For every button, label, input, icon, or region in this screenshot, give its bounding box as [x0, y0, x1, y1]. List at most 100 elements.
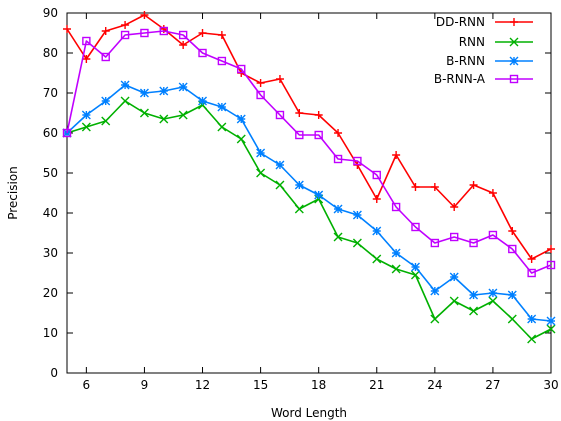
series-b-rnn-a — [62, 26, 556, 278]
data-point — [334, 129, 343, 137]
x-tick-label: 18 — [311, 378, 326, 392]
data-point — [101, 96, 111, 106]
data-point — [372, 195, 381, 203]
y-tick-label: 20 — [43, 286, 58, 300]
data-point — [275, 180, 285, 190]
y-tick-label: 40 — [43, 206, 58, 220]
x-tick-label: 6 — [83, 378, 91, 392]
data-point — [159, 114, 169, 124]
data-point — [546, 324, 556, 334]
data-point — [411, 222, 420, 232]
legend-label: DD-RNN — [436, 15, 485, 29]
data-point — [450, 232, 459, 242]
data-point — [352, 210, 362, 220]
series-line — [66, 84, 552, 322]
data-point — [217, 31, 226, 39]
x-tick-label: 21 — [369, 378, 384, 392]
x-tick-label: 15 — [253, 378, 268, 392]
data-point — [295, 109, 304, 117]
data-point — [430, 286, 440, 296]
data-point — [275, 160, 285, 170]
x-tick-label: 12 — [195, 378, 210, 392]
series-b-rnn — [62, 80, 556, 326]
data-point — [121, 21, 130, 29]
x-axis-label: Word Length — [271, 406, 347, 420]
data-point — [256, 168, 266, 178]
data-point — [295, 130, 304, 140]
data-point — [392, 151, 401, 159]
data-point — [508, 244, 517, 254]
data-point — [82, 36, 91, 46]
data-point — [469, 306, 479, 316]
data-point — [81, 110, 91, 120]
x-tick-label: 30 — [543, 378, 558, 392]
data-point — [198, 96, 208, 106]
data-point — [198, 29, 207, 37]
data-point — [63, 25, 71, 33]
data-point — [527, 314, 537, 324]
data-point — [372, 226, 382, 236]
data-point — [159, 86, 169, 96]
data-point — [62, 128, 72, 138]
data-point — [236, 134, 246, 144]
data-point — [546, 260, 556, 270]
data-point — [178, 30, 188, 40]
data-point — [546, 316, 556, 326]
data-point — [352, 238, 362, 248]
data-point — [430, 238, 440, 248]
data-point — [391, 202, 401, 212]
data-point — [120, 96, 130, 106]
data-point — [469, 290, 479, 300]
legend-marker — [509, 37, 519, 47]
data-point — [179, 41, 188, 49]
x-tick-label: 24 — [427, 378, 442, 392]
data-point — [256, 90, 265, 100]
data-point — [333, 204, 343, 214]
data-point — [410, 262, 420, 272]
data-point — [140, 11, 149, 19]
data-point — [314, 190, 324, 200]
series-dd-rnn — [63, 11, 555, 263]
y-tick-label: 70 — [43, 86, 58, 100]
data-point — [81, 122, 91, 132]
data-point — [547, 245, 555, 253]
data-point — [372, 170, 381, 180]
series-line — [66, 14, 552, 260]
data-point — [508, 227, 517, 235]
data-point — [101, 27, 110, 35]
legend: DD-RNN RNN B-RNN B-RNN-A — [434, 15, 533, 86]
plot-border — [66, 12, 552, 374]
data-point — [256, 79, 265, 87]
y-tick-label: 30 — [43, 246, 58, 260]
data-point — [159, 26, 169, 36]
data-point — [101, 52, 110, 62]
plot-frame — [66, 12, 552, 374]
y-axis-label: Precision — [6, 166, 20, 220]
legend-marker — [510, 18, 518, 26]
data-point — [488, 296, 498, 306]
y-tick-label: 50 — [43, 166, 58, 180]
data-point — [217, 122, 227, 132]
data-point — [469, 181, 478, 189]
data-point — [237, 64, 246, 74]
data-point — [314, 130, 323, 140]
data-point — [256, 148, 266, 158]
data-point — [430, 183, 439, 191]
data-point — [411, 183, 420, 191]
y-tick-label: 80 — [43, 46, 58, 60]
data-point — [333, 232, 343, 242]
data-point — [527, 255, 536, 263]
data-point — [275, 110, 285, 120]
data-point — [391, 248, 401, 258]
x-tick-label: 27 — [485, 378, 500, 392]
data-point — [236, 114, 246, 124]
y-axis: 0 10 20 30 40 50 60 70 80 90 — [43, 6, 551, 380]
y-tick-label: 0 — [50, 366, 58, 380]
data-point — [353, 156, 362, 166]
data-point — [217, 56, 227, 66]
data-point — [469, 238, 478, 248]
data-point — [101, 116, 111, 126]
x-tick-label: 9 — [141, 378, 149, 392]
data-point — [391, 264, 401, 274]
data-point — [449, 272, 459, 282]
